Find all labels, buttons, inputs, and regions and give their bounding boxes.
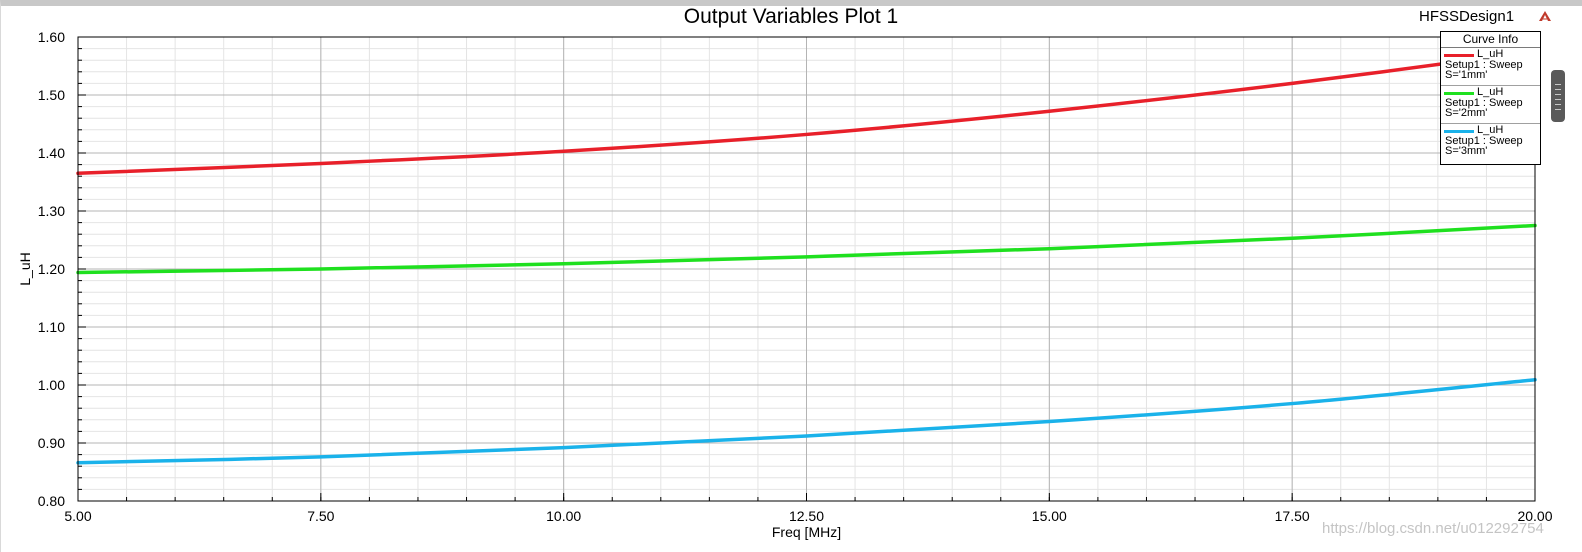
curve-info-legend[interactable]: Curve Info L_uH Setup1 : Sweep S='1mm' L…	[1440, 31, 1541, 165]
legend-swatch	[1444, 92, 1474, 95]
data-point	[562, 149, 566, 153]
y-axis-label: L_uH	[17, 252, 33, 285]
y-tick-label: 0.80	[38, 493, 65, 509]
data-point	[1047, 420, 1051, 424]
plot-title: Output Variables Plot 1	[683, 5, 899, 28]
data-point	[805, 132, 808, 136]
x-tick-label: 5.00	[64, 508, 91, 524]
legend-param: S='1mm'	[1445, 69, 1488, 81]
data-point	[319, 455, 323, 459]
legend-setup: Setup1 : Sweep	[1445, 59, 1523, 71]
y-tick-label: 1.10	[38, 319, 65, 335]
y-tick-label: 1.40	[38, 145, 65, 161]
data-point	[1047, 247, 1051, 251]
series-group	[76, 49, 1537, 465]
data-point	[1290, 402, 1294, 406]
grip-line	[1555, 89, 1561, 90]
data-point	[319, 161, 323, 165]
scroll-handle[interactable]	[1551, 70, 1565, 122]
legend-setup: Setup1 : Sweep	[1445, 135, 1523, 147]
data-point	[805, 434, 808, 438]
grip-line	[1555, 84, 1561, 85]
legend-entry[interactable]: L_uH Setup1 : Sweep S='3mm'	[1441, 124, 1540, 162]
y-tick-label: 0.90	[38, 435, 65, 451]
data-point	[1290, 81, 1294, 85]
legend-setup: Setup1 : Sweep	[1445, 97, 1523, 109]
y-tick-label: 1.50	[38, 87, 65, 103]
legend-entry[interactable]: L_uH Setup1 : Sweep S='1mm'	[1441, 48, 1540, 86]
legend-series-name: L_uH	[1477, 86, 1504, 98]
legend-swatch	[1444, 54, 1474, 57]
grip-line	[1555, 99, 1561, 100]
x-tick-label: 12.50	[789, 508, 824, 524]
grip-line	[1555, 109, 1561, 110]
y-tick-label: 1.60	[38, 29, 65, 45]
grip-line	[1555, 104, 1561, 105]
design-name: HFSSDesign1	[1419, 8, 1515, 25]
ansys-logo-icon	[1539, 11, 1551, 21]
grip-line	[1555, 94, 1561, 95]
tick-labels: 5.00 7.50 10.00 12.50 15.00 17.50 20.00 0.80 0.9…	[38, 29, 1553, 524]
data-point	[1290, 236, 1294, 240]
watermark: https://blog.csdn.net/u012292754	[1322, 520, 1544, 537]
x-tick-label: 10.00	[546, 508, 581, 524]
legend-swatch	[1444, 130, 1474, 133]
x-tick-label: 20.00	[1517, 508, 1552, 524]
y-tick-label: 1.00	[38, 377, 65, 393]
legend-series-name: L_uH	[1477, 48, 1504, 60]
data-point	[1047, 109, 1051, 113]
data-point	[319, 267, 323, 271]
legend-entry[interactable]: L_uH Setup1 : Sweep S='2mm'	[1441, 86, 1540, 124]
legend-series-name: L_uH	[1477, 124, 1504, 136]
x-tick-label: 15.00	[1032, 508, 1067, 524]
axis-ticks	[77, 36, 1536, 502]
data-point	[562, 262, 566, 266]
data-point	[805, 255, 808, 259]
x-tick-label: 17.50	[1275, 508, 1310, 524]
y-tick-label: 1.30	[38, 203, 65, 219]
legend-title: Curve Info	[1441, 32, 1540, 48]
legend-param: S='2mm'	[1445, 107, 1488, 119]
y-tick-label: 1.20	[38, 261, 65, 277]
data-point	[562, 446, 566, 450]
legend-param: S='3mm'	[1445, 145, 1488, 157]
x-axis-label: Freq [MHz]	[772, 524, 841, 540]
x-tick-label: 7.50	[307, 508, 334, 524]
